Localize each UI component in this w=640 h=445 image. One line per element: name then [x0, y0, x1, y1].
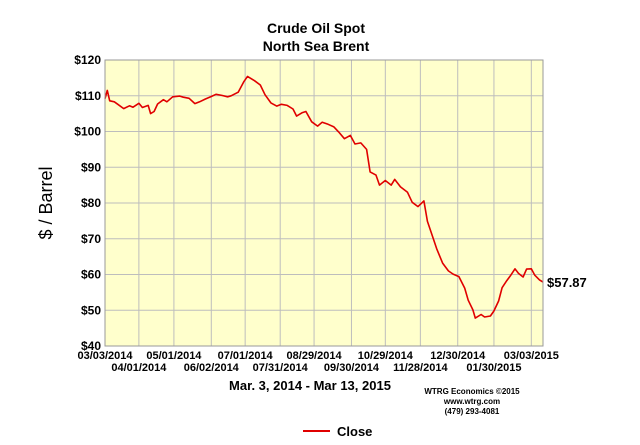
x-tick-label: 07/31/2014 [253, 362, 309, 374]
y-tick-label: $70 [81, 232, 101, 246]
x-tick-label: 09/30/2014 [324, 362, 380, 374]
x-tick-label: 11/28/2014 [393, 362, 448, 374]
x-tick-label: 07/01/2014 [218, 350, 274, 362]
y-tick-label: $60 [81, 268, 101, 282]
y-axis-ticks: $40 $50 $60 $70 $80 $90 $100 $110 $120 [74, 53, 101, 353]
chart-title: Crude Oil Spot [267, 20, 365, 36]
date-range-label: Mar. 3, 2014 - Mar 13, 2015 [229, 378, 391, 393]
y-axis-label: $ / Barrel [36, 166, 56, 239]
credit-line-3: (479) 293-4081 [445, 407, 500, 416]
legend-label-close: Close [337, 424, 372, 439]
x-tick-label: 04/01/2014 [111, 362, 167, 374]
x-tick-label: 12/30/2014 [430, 350, 486, 362]
y-tick-label: $50 [81, 303, 101, 317]
x-tick-label: 10/29/2014 [358, 350, 414, 362]
y-tick-label: $120 [74, 53, 101, 67]
x-tick-label: 03/03/2015 [504, 350, 559, 362]
x-tick-label: 05/01/2014 [146, 350, 202, 362]
y-tick-label: $100 [74, 125, 101, 139]
plot-border [104, 59, 544, 347]
series-line-close [104, 75, 544, 319]
credit-line-1: WTRG Economics ©2015 [424, 387, 520, 396]
legend: Close [303, 424, 372, 439]
y-tick-label: $90 [81, 160, 101, 174]
x-axis-ticks: 03/03/2014 05/01/2014 07/01/2014 08/29/2014… [77, 350, 558, 374]
chart-subtitle: North Sea Brent [263, 38, 370, 54]
x-tick-label: 01/30/2015 [466, 362, 521, 374]
y-tick-label: $80 [81, 196, 101, 210]
y-tick-label: $110 [75, 89, 101, 103]
credit-line-2: www.wtrg.com [443, 397, 500, 406]
last-value-label: $57.87 [547, 275, 587, 290]
x-tick-label: 06/02/2014 [184, 362, 240, 374]
y-tick-label: $40 [81, 339, 101, 353]
x-tick-label: 08/29/2014 [287, 350, 343, 362]
x-tick-label: 03/03/2014 [77, 350, 133, 362]
